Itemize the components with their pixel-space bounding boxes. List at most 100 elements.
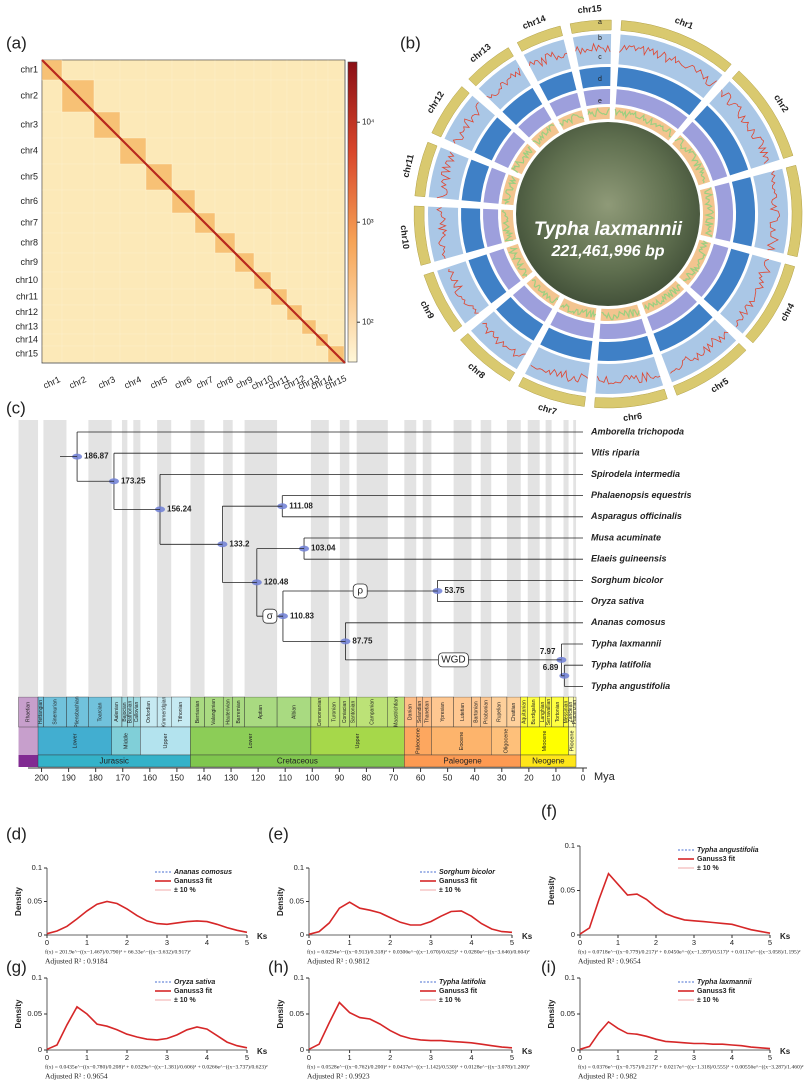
time-stripe — [563, 420, 569, 696]
fit-line — [46, 900, 248, 935]
contact-block — [315, 252, 329, 273]
ideogram — [423, 271, 463, 333]
chromosome-label: chr11 — [400, 153, 415, 178]
track-d — [483, 208, 502, 248]
stage-label: Callovian — [134, 702, 140, 723]
x-tick-label: 0 — [45, 1053, 49, 1062]
x-axis-label: Ks — [522, 932, 533, 941]
time-stripe — [453, 420, 472, 696]
track-b-line — [448, 268, 479, 314]
contact-block — [270, 189, 288, 214]
epoch — [404, 726, 432, 756]
x-tick-label: 1 — [85, 1053, 89, 1062]
time-stripe — [190, 420, 205, 696]
track-e-line — [644, 284, 681, 311]
time-stripe — [404, 420, 417, 696]
contact-block — [41, 333, 63, 347]
contact-block — [234, 232, 255, 254]
y-tick-label: chr12 — [15, 307, 38, 317]
track-b — [428, 206, 464, 262]
track-d — [599, 318, 647, 339]
contact-block — [119, 79, 147, 113]
stage-label: Selandian — [417, 701, 423, 723]
legend-label: Ganuss3 fit — [697, 988, 736, 995]
node-age: 186.87 — [84, 452, 109, 461]
contact-block — [234, 111, 255, 139]
contact-block — [61, 252, 95, 273]
track-c — [539, 71, 577, 101]
contact-block — [93, 189, 121, 214]
node-age: 7.97 — [540, 647, 556, 656]
contact-block — [214, 304, 236, 321]
contact-block — [119, 163, 147, 191]
ideogram — [569, 19, 612, 34]
chromosome-label: chr12 — [425, 89, 446, 115]
contact-block — [214, 59, 236, 81]
track-b — [595, 356, 664, 395]
stage-label: Oxfordian — [146, 701, 152, 723]
contact-block — [61, 288, 95, 306]
contact-block — [286, 345, 303, 363]
contact-block — [270, 345, 288, 363]
track-d — [489, 248, 521, 291]
diagonal — [41, 59, 346, 364]
y-tick-label: 0 — [571, 1045, 575, 1054]
contact-block — [145, 189, 173, 214]
ideogram — [745, 263, 796, 344]
taxon-label: Oryza sativa — [591, 596, 644, 606]
contact-block — [93, 79, 121, 113]
x-tick-label: 60 — [416, 772, 426, 782]
contact-block — [315, 232, 329, 254]
contact-block — [145, 271, 173, 290]
epoch-label: Lower — [72, 733, 78, 748]
time-stripe — [545, 420, 552, 696]
contact-block — [171, 59, 196, 81]
contact-block — [119, 189, 147, 214]
contact-block — [61, 212, 95, 234]
contact-block — [194, 137, 216, 165]
contact-block — [41, 189, 63, 214]
event-box — [262, 608, 278, 624]
contact-block — [234, 288, 255, 306]
stage-label: Thanetian — [424, 701, 430, 723]
contact-block — [234, 345, 255, 363]
contact-block — [301, 163, 317, 191]
contact-block — [315, 163, 329, 191]
track-e — [614, 107, 676, 141]
taxon-label: Typha angustifolia — [591, 681, 670, 691]
contact-block — [286, 319, 303, 335]
epoch — [111, 726, 141, 756]
track-e-line — [510, 146, 533, 173]
x-tick-label: 4 — [730, 938, 734, 947]
ideogram — [414, 141, 438, 198]
track-b-line — [619, 44, 717, 87]
x-tick-label: 30 — [497, 772, 507, 782]
track-e-line — [674, 137, 706, 184]
contact-block — [171, 252, 196, 273]
track-b-line — [721, 89, 769, 164]
contact-block — [41, 319, 63, 335]
contact-block — [171, 304, 196, 321]
ideogram — [518, 376, 586, 407]
y-tick-label: 0.1 — [32, 973, 42, 982]
track-d — [682, 121, 728, 181]
x-tick-label: 2 — [654, 1053, 658, 1062]
contact-block — [301, 252, 317, 273]
panel-label: (h) — [268, 957, 289, 976]
y-tick-label: chr13 — [15, 321, 38, 331]
x-tick-label: 3 — [429, 1053, 433, 1062]
contact-block — [171, 288, 196, 306]
y-tick-label: 0.05 — [27, 896, 42, 905]
chromosome-label: chr9 — [419, 299, 437, 320]
contact-block — [145, 319, 173, 335]
y-tick-label: chr5 — [20, 171, 38, 181]
ideogram — [468, 47, 514, 87]
contact-block — [41, 111, 63, 139]
contact-block — [315, 212, 329, 234]
contact-block — [253, 189, 272, 214]
track-c — [474, 117, 512, 161]
contact-block — [301, 111, 317, 139]
contact-block — [253, 137, 272, 165]
track-letter: c — [598, 54, 602, 61]
